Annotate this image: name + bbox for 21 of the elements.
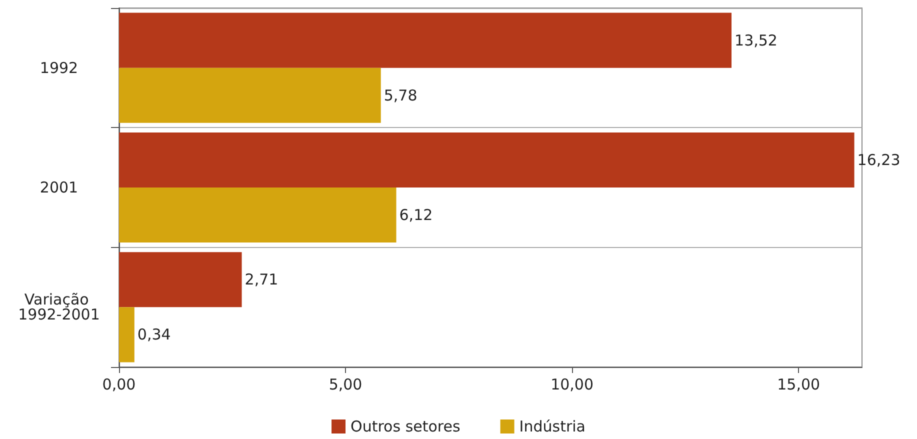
legend-label: Outros setores: [350, 418, 460, 436]
bar: [119, 132, 854, 188]
x-tick-label: 0,00: [102, 376, 136, 394]
x-tick-label: 10,00: [550, 376, 594, 394]
y-tick-label: Variação 1992-2001: [18, 290, 100, 324]
bar: [119, 12, 732, 68]
bar: [119, 68, 381, 123]
bar: [119, 188, 396, 243]
bar: [119, 252, 242, 308]
data-label: 13,52: [734, 31, 778, 50]
data-label: 16,23: [857, 150, 900, 169]
x-tick-label: 5,00: [328, 376, 362, 394]
legend-label: Indústria: [519, 418, 586, 436]
data-label: 5,78: [384, 86, 418, 104]
data-label: 2,71: [244, 270, 278, 289]
data-label: 6,12: [399, 206, 433, 224]
y-tick-label: 1992: [40, 58, 78, 77]
data-label: 0,34: [137, 326, 171, 344]
x-tick-label: 15,00: [777, 376, 820, 394]
bar: [119, 307, 134, 362]
y-tick-label: 2001: [40, 178, 78, 196]
